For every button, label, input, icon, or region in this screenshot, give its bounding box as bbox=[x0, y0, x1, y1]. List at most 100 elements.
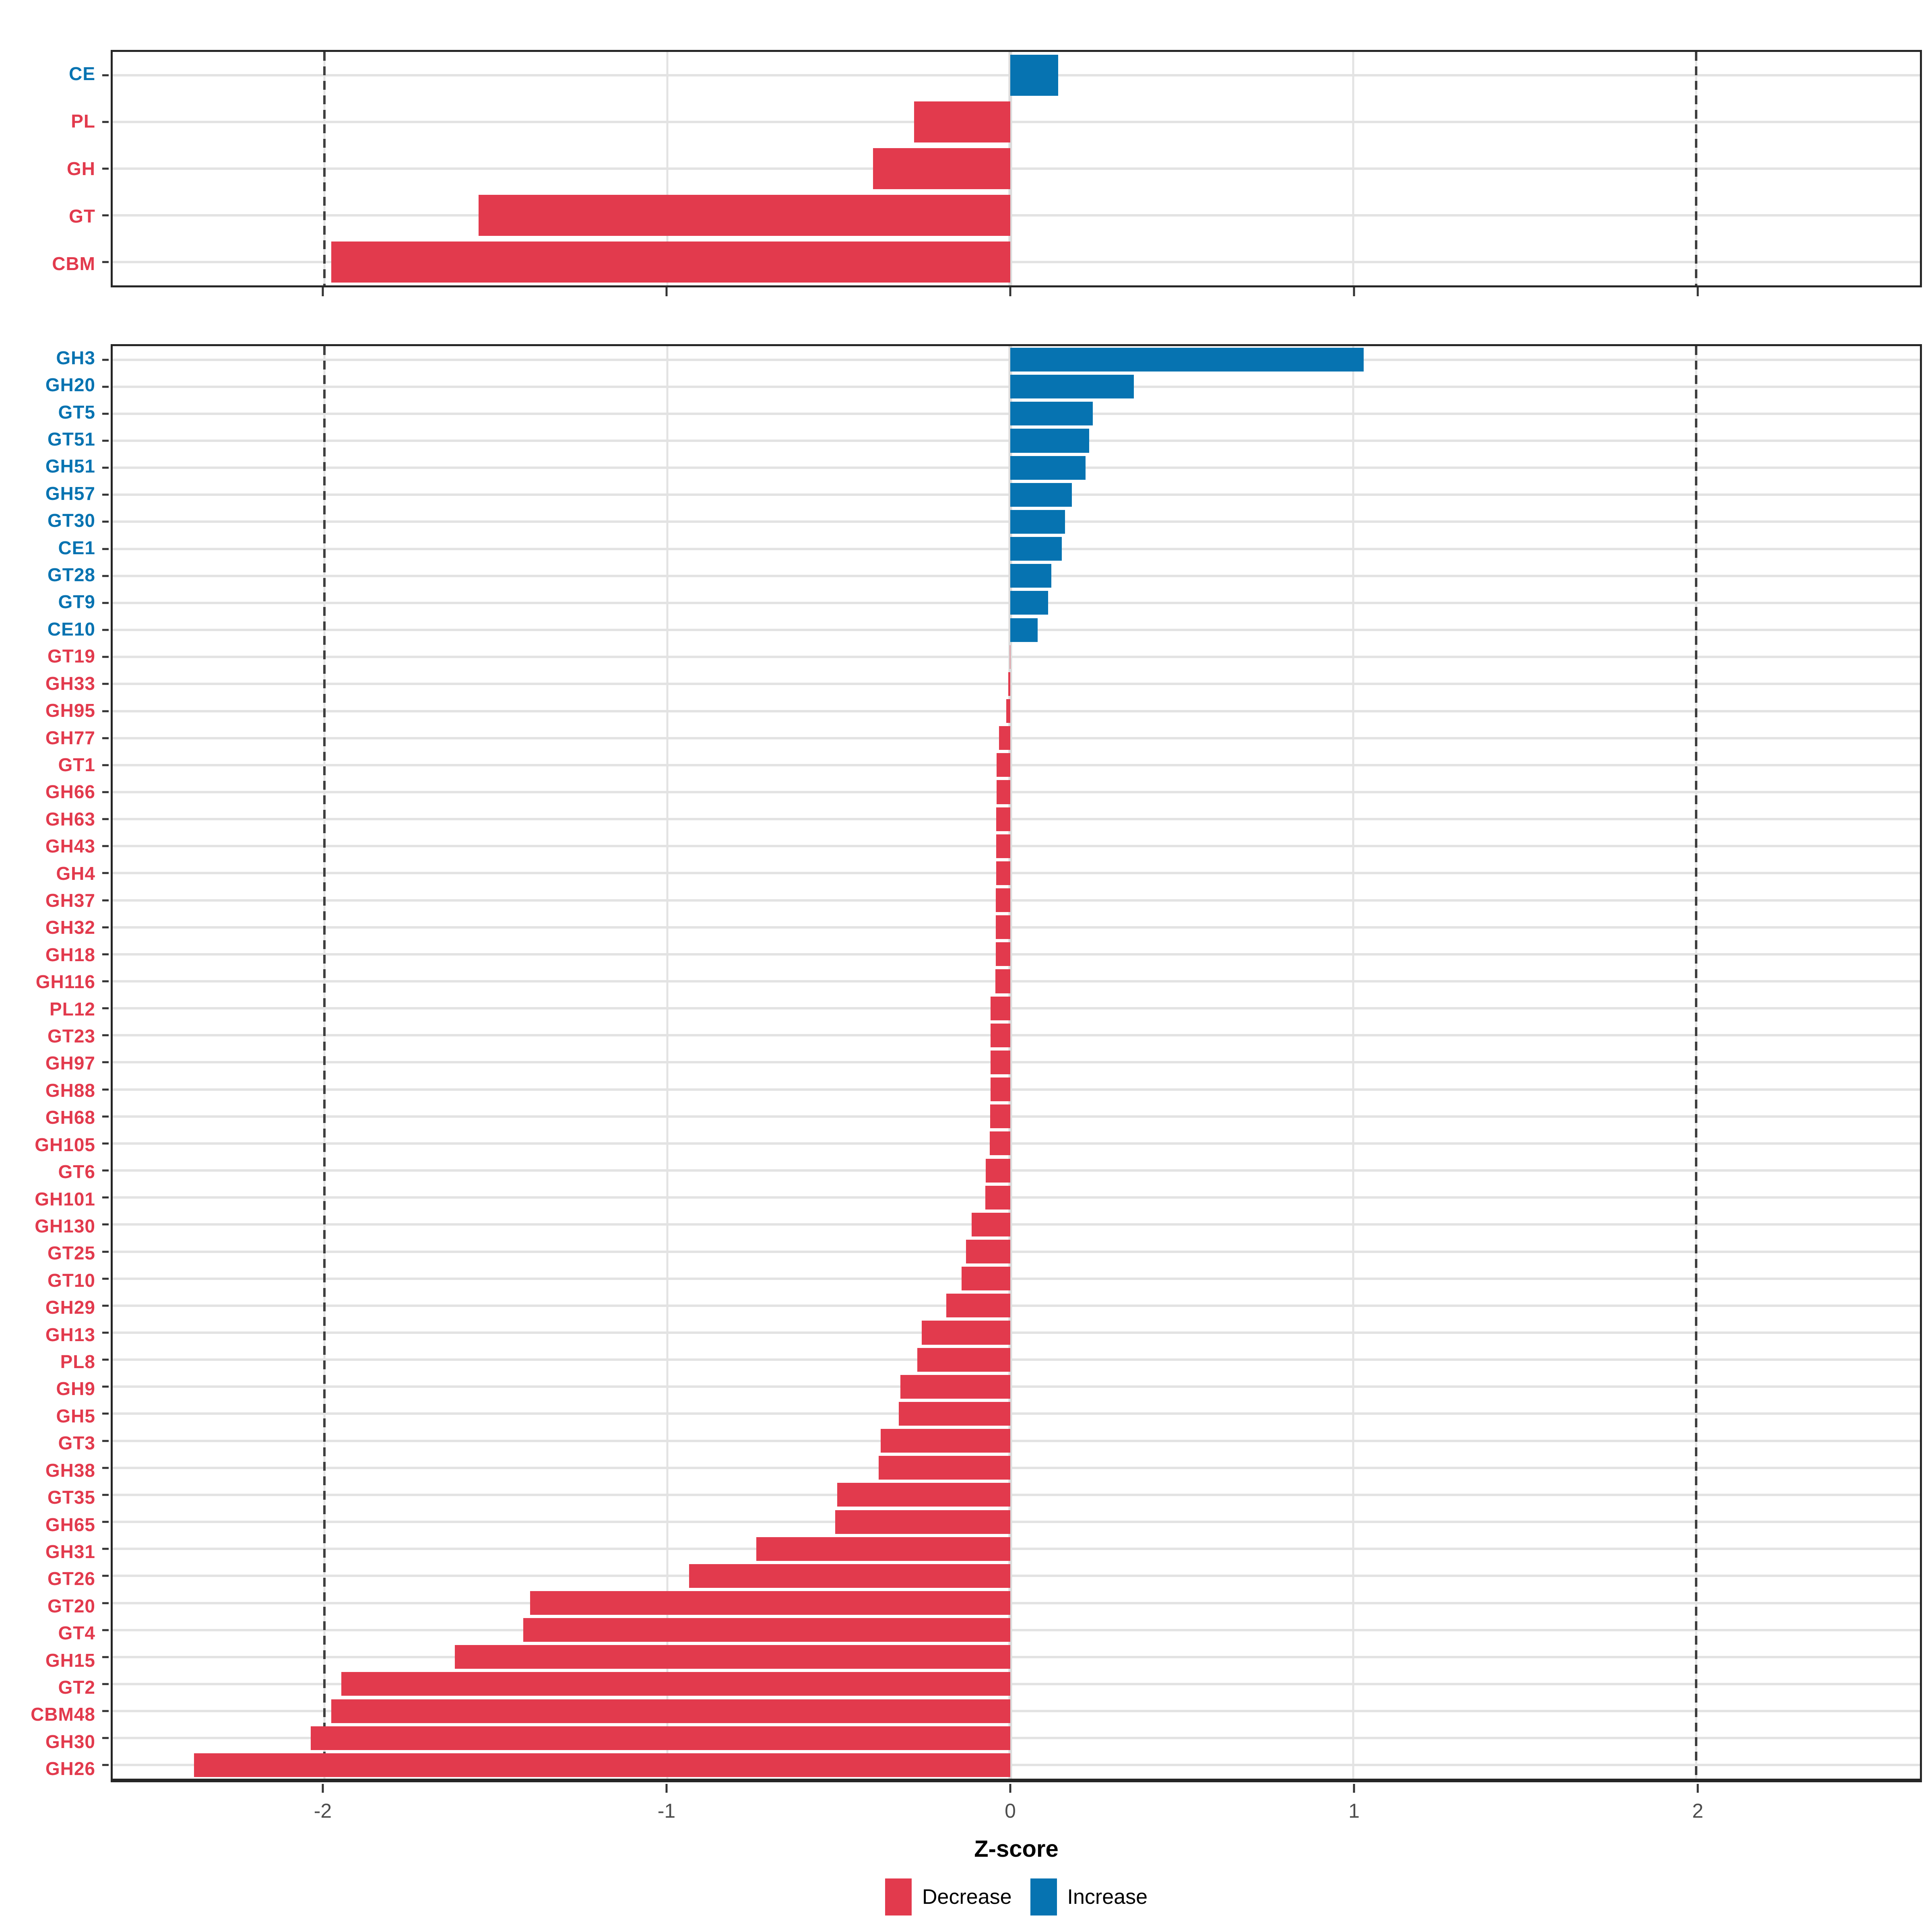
bar-GH101 bbox=[985, 1185, 1011, 1210]
y-axis-label-GH32: GH32 bbox=[45, 917, 95, 938]
y-axis-label-GT25: GT25 bbox=[47, 1243, 95, 1264]
x-tick-1 bbox=[1353, 1784, 1355, 1793]
bar-GT25 bbox=[966, 1239, 1011, 1264]
gridline-y-GT25 bbox=[113, 1250, 1920, 1253]
y-tick-GT25 bbox=[102, 1251, 109, 1253]
y-axis-label-PL8: PL8 bbox=[60, 1351, 95, 1373]
y-tick-GT28 bbox=[102, 575, 109, 577]
row-GH116 bbox=[102, 968, 1920, 995]
bar-GH4 bbox=[996, 861, 1011, 885]
gridline-y-GH105 bbox=[113, 1142, 1920, 1145]
gridline-y-GH32 bbox=[113, 926, 1920, 929]
y-axis-label-GH130: GH130 bbox=[35, 1215, 95, 1236]
panel-cazyme-classes-plot-area bbox=[102, 52, 1920, 285]
y-tick-GH13 bbox=[102, 1331, 109, 1334]
row-GH9 bbox=[102, 1373, 1920, 1400]
bar-GT30 bbox=[1010, 510, 1065, 534]
y-tick-PL bbox=[102, 121, 109, 123]
y-axis-label-PL12: PL12 bbox=[50, 998, 95, 1020]
gridline-y-GT6 bbox=[113, 1169, 1920, 1172]
y-axis-label-CBM: CBM bbox=[52, 253, 95, 274]
row-PL8 bbox=[102, 1346, 1920, 1373]
bar-GH51 bbox=[1010, 456, 1086, 480]
y-axis-label-GH3: GH3 bbox=[56, 347, 95, 368]
row-GH65 bbox=[102, 1508, 1920, 1535]
y-axis-label-GT51: GT51 bbox=[47, 428, 95, 450]
y-tick-GT6 bbox=[102, 1169, 109, 1172]
row-GT5 bbox=[102, 400, 1920, 427]
gridline-y-GH4 bbox=[113, 872, 1920, 875]
row-GH bbox=[102, 145, 1920, 192]
row-GH43 bbox=[102, 833, 1920, 860]
y-tick-GH51 bbox=[102, 466, 109, 469]
y-axis-label-GH: GH bbox=[67, 158, 95, 179]
gridline-x-0 bbox=[1008, 346, 1012, 1779]
y-tick-GH77 bbox=[102, 737, 109, 739]
y-axis-label-GH30: GH30 bbox=[45, 1731, 95, 1752]
row-GH30 bbox=[102, 1725, 1920, 1752]
bar-GH37 bbox=[996, 888, 1011, 912]
y-axis-label-GH116: GH116 bbox=[35, 971, 95, 993]
gridline-y-GH101 bbox=[113, 1196, 1920, 1199]
row-GT4 bbox=[102, 1616, 1920, 1643]
bar-GH116 bbox=[995, 969, 1011, 993]
x-tick--2 bbox=[322, 1784, 324, 1793]
y-axis-label-GT5: GT5 bbox=[58, 401, 95, 423]
y-tick-GH95 bbox=[102, 710, 109, 712]
y-axis-label-GT23: GT23 bbox=[47, 1026, 95, 1047]
bar-GH3 bbox=[1010, 348, 1364, 372]
bar-GH63 bbox=[996, 807, 1011, 831]
y-axis-label-PL: PL bbox=[71, 111, 95, 132]
bar-GH105 bbox=[989, 1131, 1011, 1156]
y-axis-label-GH66: GH66 bbox=[45, 781, 95, 803]
bar-GH97 bbox=[990, 1050, 1011, 1075]
y-tick-GH37 bbox=[102, 899, 109, 902]
legend-item-decrease: Decrease bbox=[885, 1878, 1012, 1915]
gridline-y-PL8 bbox=[113, 1358, 1920, 1361]
row-CBM48 bbox=[102, 1698, 1920, 1725]
y-axis-label-GT4: GT4 bbox=[58, 1622, 95, 1644]
y-tick-GH116 bbox=[102, 980, 109, 983]
y-axis-label-GH4: GH4 bbox=[56, 863, 95, 884]
y-axis-label-GT2: GT2 bbox=[58, 1677, 95, 1698]
y-tick-GH33 bbox=[102, 683, 109, 685]
bar-GH88 bbox=[990, 1077, 1011, 1102]
row-CBM bbox=[102, 239, 1920, 285]
row-GT51 bbox=[102, 427, 1920, 454]
y-tick-GT10 bbox=[102, 1278, 109, 1280]
y-axis-label-GT10: GT10 bbox=[47, 1269, 95, 1291]
y-tick-GT26 bbox=[102, 1575, 109, 1577]
row-GH130 bbox=[102, 1211, 1920, 1238]
gridline-y-GH38 bbox=[113, 1466, 1920, 1469]
y-axis-label-GH31: GH31 bbox=[45, 1541, 95, 1562]
panel-cazyme-classes bbox=[102, 50, 1922, 287]
row-GT28 bbox=[102, 562, 1920, 589]
row-GH33 bbox=[102, 671, 1920, 698]
y-tick-GH5 bbox=[102, 1412, 109, 1415]
bar-GH18 bbox=[996, 942, 1011, 966]
y-axis-label-GH97: GH97 bbox=[45, 1053, 95, 1074]
y-tick-GT bbox=[102, 214, 109, 217]
y-axis-label-GT20: GT20 bbox=[47, 1595, 95, 1616]
x-tick--2 bbox=[322, 287, 324, 296]
y-axis-label-CBM48: CBM48 bbox=[31, 1704, 95, 1725]
y-tick-PL8 bbox=[102, 1358, 109, 1361]
row-GH38 bbox=[102, 1454, 1920, 1481]
y-axis-label-GH88: GH88 bbox=[45, 1080, 95, 1101]
y-tick-GH130 bbox=[102, 1223, 109, 1226]
y-axis-label-GH5: GH5 bbox=[56, 1405, 95, 1426]
bar-CE1 bbox=[1010, 537, 1062, 561]
gridline-y-GT1 bbox=[113, 764, 1920, 766]
row-GH18 bbox=[102, 941, 1920, 968]
gridline-y-GT23 bbox=[113, 1034, 1920, 1037]
bar-GH20 bbox=[1010, 375, 1134, 399]
gridline-y-CBM48 bbox=[113, 1710, 1920, 1713]
bar-GH95 bbox=[1006, 699, 1011, 723]
bar-GH130 bbox=[971, 1212, 1011, 1236]
gridline-y-GH18 bbox=[113, 953, 1920, 956]
bar-GH68 bbox=[990, 1104, 1011, 1129]
y-axis-label-GH15: GH15 bbox=[45, 1649, 95, 1671]
y-tick-GH97 bbox=[102, 1061, 109, 1063]
gridline-y-GT bbox=[113, 214, 1920, 217]
